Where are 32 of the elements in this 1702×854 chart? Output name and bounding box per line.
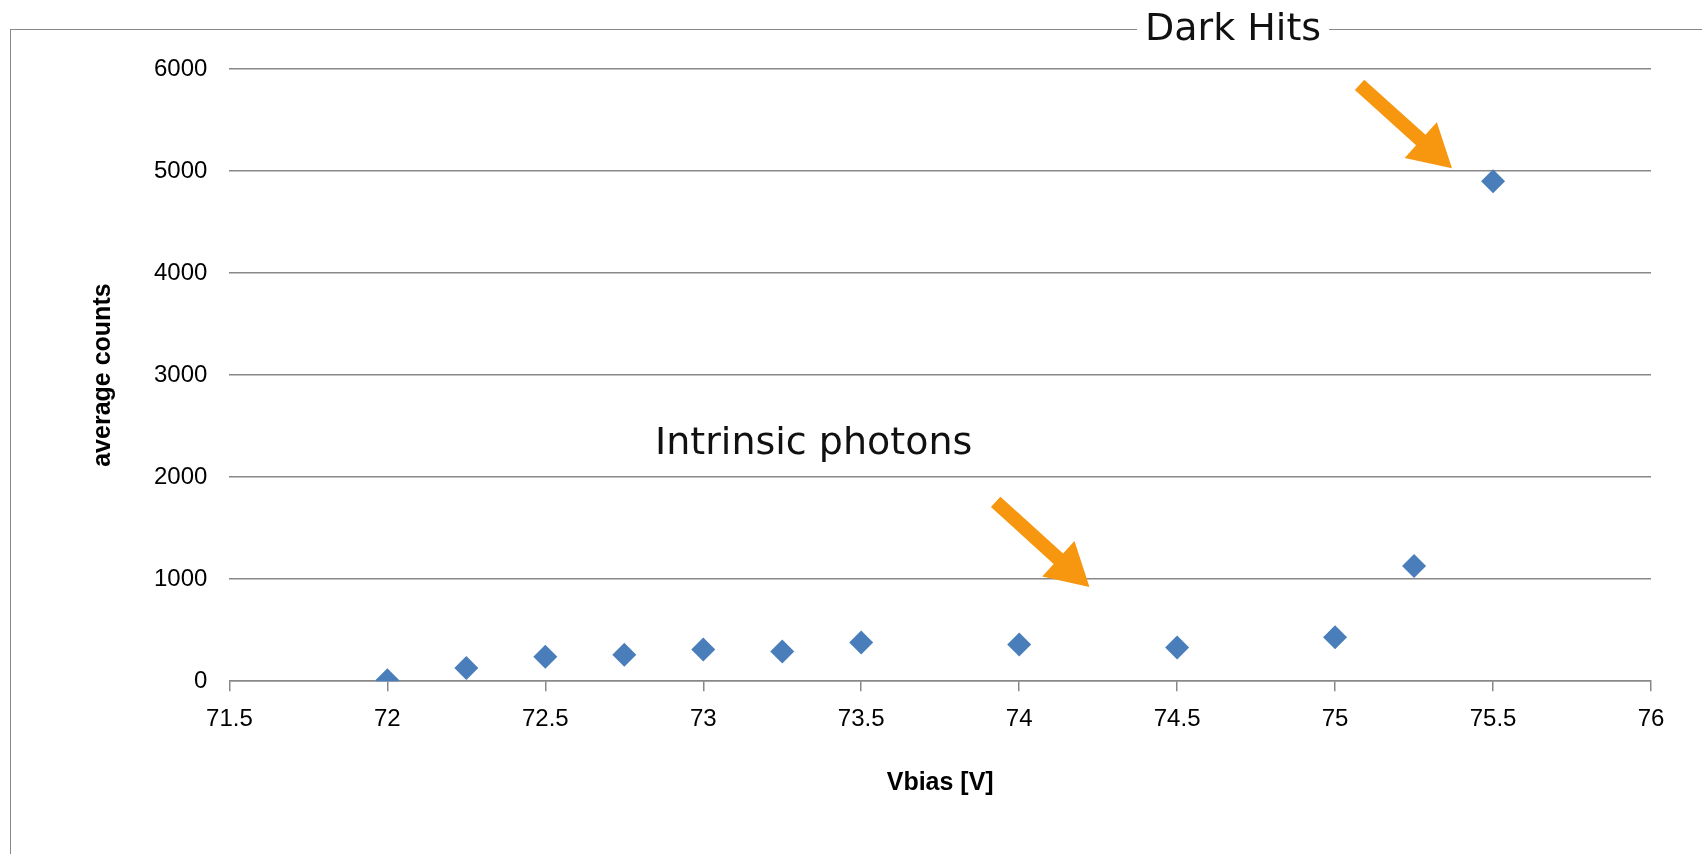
x-tick-label: 72 — [374, 704, 401, 732]
y-tick-label: 1000 — [154, 563, 208, 591]
point — [1165, 635, 1190, 660]
y-axis-title: average counts — [86, 283, 115, 467]
point — [533, 644, 558, 669]
point — [454, 655, 479, 680]
x-tick-label: 73 — [689, 704, 717, 732]
y-tick-label: 3000 — [154, 359, 208, 387]
x-tick-label: 74 — [1005, 704, 1033, 732]
point — [1481, 169, 1506, 194]
x-tick-label: 71.5 — [206, 704, 253, 732]
y-tick-label: 6000 — [154, 53, 208, 81]
y-tick-label: 4000 — [154, 257, 208, 285]
point — [1402, 553, 1427, 578]
point — [691, 637, 716, 662]
text: Dark Hits — [1145, 4, 1322, 49]
y-tick-label: 2000 — [154, 461, 208, 489]
point — [1007, 632, 1032, 657]
x-tick-label: 72.5 — [521, 704, 569, 732]
point — [770, 639, 795, 664]
x-tick-label: 76 — [1637, 704, 1665, 732]
x-tick-label: 73.5 — [837, 704, 885, 732]
point — [1323, 625, 1348, 650]
x-tick-label: 74.5 — [1153, 704, 1201, 732]
annotation: Intrinsic photons — [655, 418, 973, 463]
y-tick-label: 5000 — [154, 155, 208, 183]
y-tick-label: 0 — [194, 665, 208, 693]
x-tick-label: 75 — [1321, 704, 1349, 732]
x-axis-title: Vbias [V] — [886, 766, 994, 795]
x-tick-label: 75.5 — [1469, 704, 1517, 732]
point — [849, 630, 874, 655]
point — [612, 642, 637, 667]
